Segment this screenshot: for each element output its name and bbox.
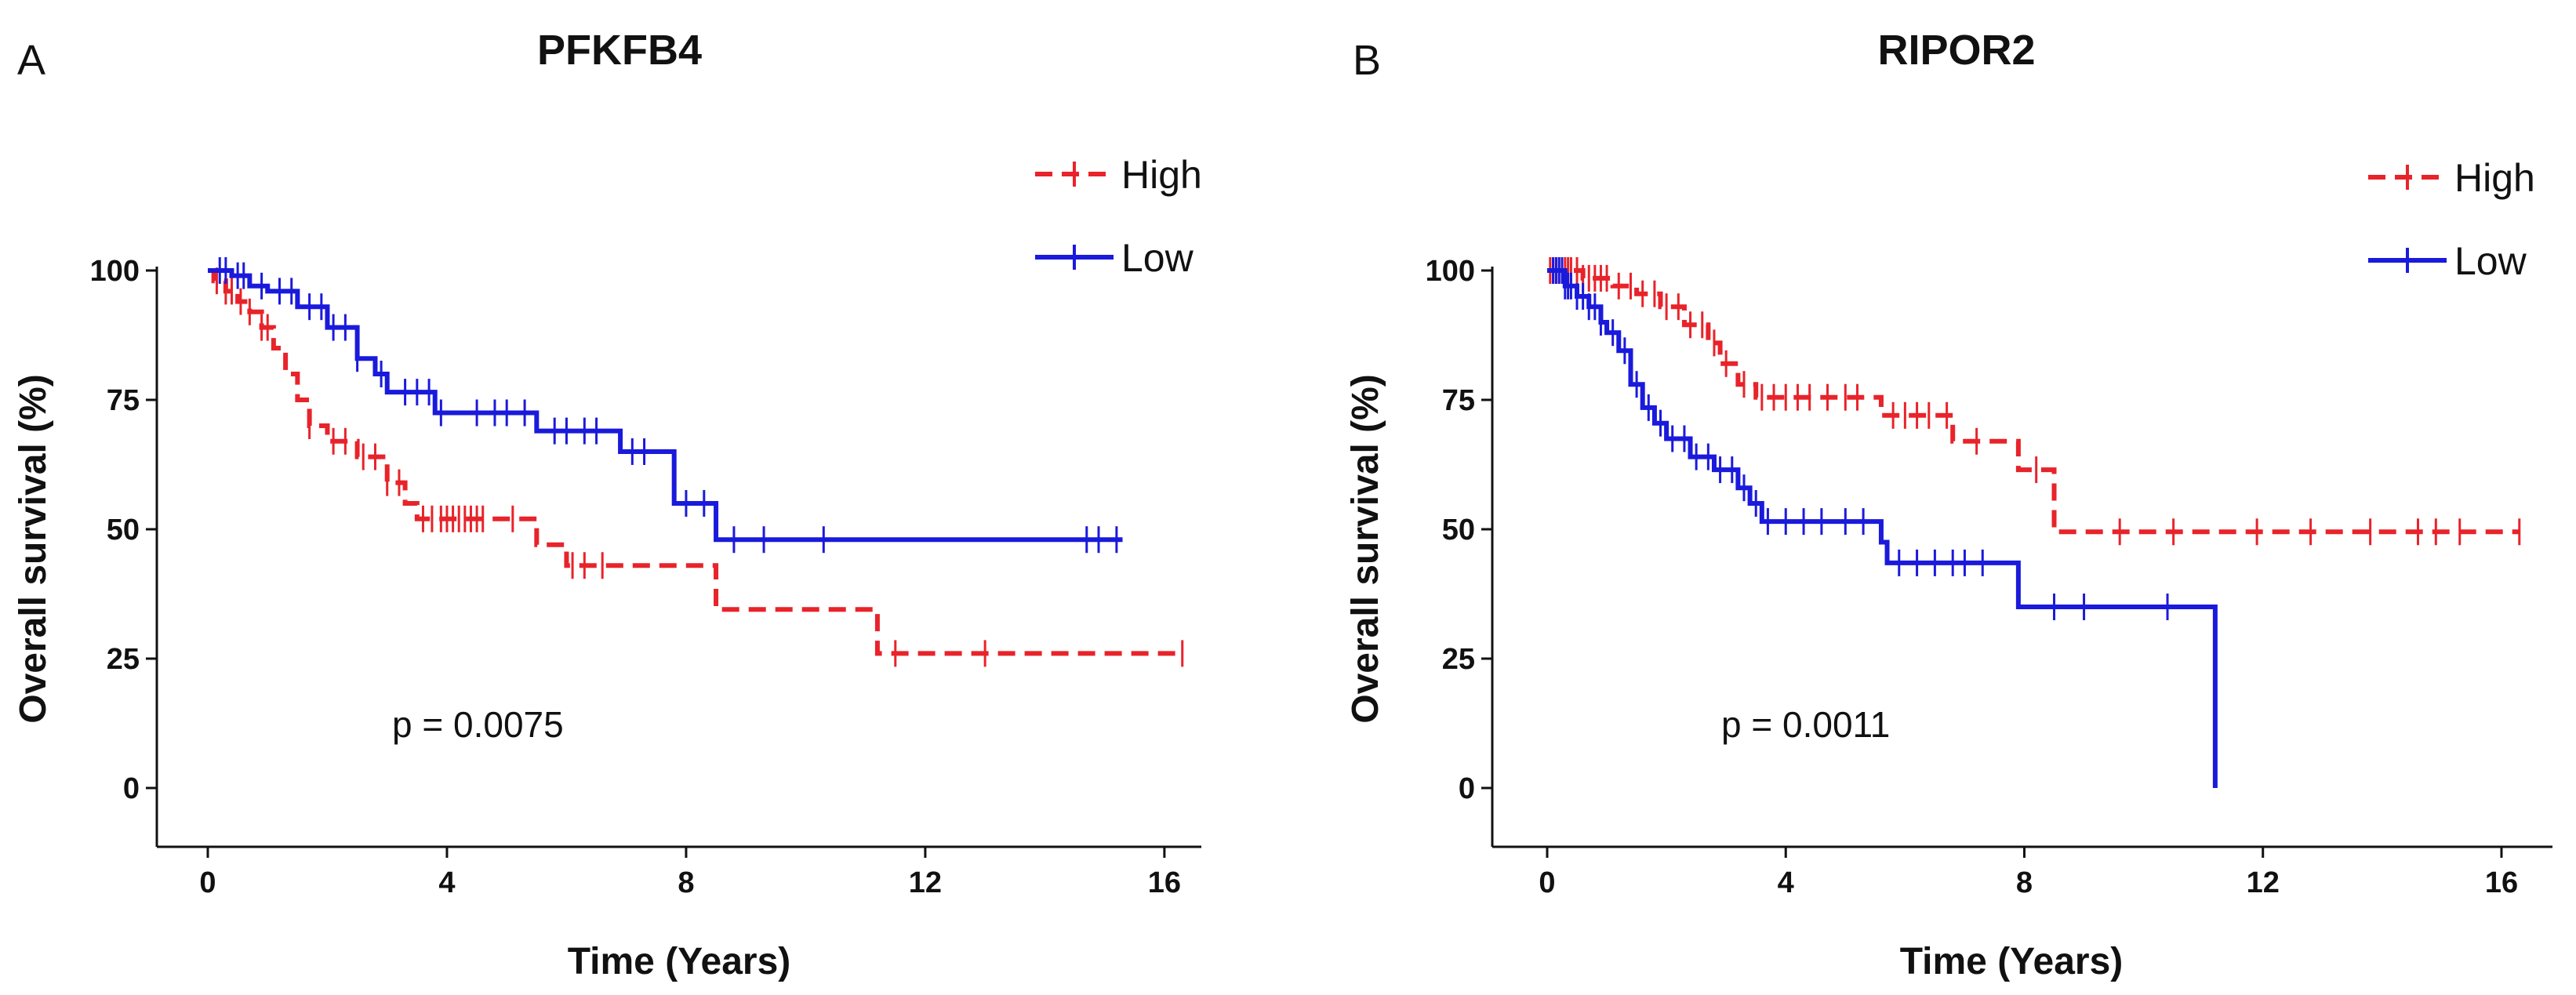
panel-label: B bbox=[1353, 37, 1381, 84]
y-tick-label: 25 bbox=[1442, 643, 1475, 676]
legend-label-high: High bbox=[2454, 156, 2535, 200]
y-tick-label: 50 bbox=[1442, 514, 1475, 547]
y-tick-label: 75 bbox=[107, 384, 140, 417]
survival-curves bbox=[208, 257, 1184, 667]
x-tick-label: 16 bbox=[2485, 866, 2518, 899]
legend-label-low: Low bbox=[1121, 236, 1194, 280]
x-tick-label: 0 bbox=[1539, 866, 1555, 899]
y-ticks: 0 25 50 75 100 bbox=[90, 255, 157, 805]
y-ticks: 0 25 50 75 100 bbox=[1426, 255, 1492, 805]
y-tick-label: 0 bbox=[1459, 772, 1475, 805]
x-axis-title: Time (Years) bbox=[1900, 941, 2124, 982]
x-tick-label: 4 bbox=[1778, 866, 1794, 899]
y-tick-label: 0 bbox=[123, 772, 140, 805]
legend-label-low: Low bbox=[2454, 239, 2527, 283]
legend: High Low bbox=[2368, 156, 2535, 283]
y-tick-label: 50 bbox=[107, 514, 140, 547]
x-tick-label: 0 bbox=[199, 866, 216, 899]
y-tick-label: 75 bbox=[1442, 384, 1475, 417]
survival-curve-high bbox=[1547, 268, 2520, 535]
legend: High Low bbox=[1035, 153, 1202, 280]
p-value-annotation: p = 0.0011 bbox=[1721, 704, 1890, 745]
y-tick-label: 100 bbox=[1426, 255, 1475, 288]
x-tick-label: 16 bbox=[1148, 866, 1181, 899]
y-tick-label: 100 bbox=[90, 255, 140, 288]
y-tick-label: 25 bbox=[107, 643, 140, 676]
x-tick-label: 12 bbox=[909, 866, 942, 899]
panel-b: B RIPOR2 High Low 0 25 50 75 100 0 4 8 12 16 Ove… bbox=[1345, 27, 2552, 982]
x-tick-label: 8 bbox=[2016, 866, 2033, 899]
y-axis-title: Overall survival (%) bbox=[13, 374, 54, 724]
x-tick-label: 4 bbox=[438, 866, 455, 899]
panel-a: A PFKFB4 High Low 0 25 50 75 100 0 4 8 12 16 Ove… bbox=[13, 27, 1202, 982]
survival-curves bbox=[1547, 257, 2521, 788]
survival-curve-low bbox=[1547, 268, 2218, 788]
y-axis-title: Overall survival (%) bbox=[1345, 374, 1386, 724]
x-ticks: 0 4 8 12 16 bbox=[199, 847, 1181, 899]
chart-title: PFKFB4 bbox=[537, 27, 702, 74]
x-tick-label: 8 bbox=[678, 866, 694, 899]
panel-label: A bbox=[17, 37, 45, 84]
chart-title: RIPOR2 bbox=[1877, 27, 2035, 74]
legend-label-high: High bbox=[1121, 153, 1202, 197]
survival-curve-low bbox=[208, 268, 1123, 543]
x-tick-label: 12 bbox=[2247, 866, 2280, 899]
x-axis-title: Time (Years) bbox=[568, 941, 791, 982]
p-value-annotation: p = 0.0075 bbox=[392, 704, 564, 745]
x-ticks: 0 4 8 12 16 bbox=[1539, 847, 2518, 899]
